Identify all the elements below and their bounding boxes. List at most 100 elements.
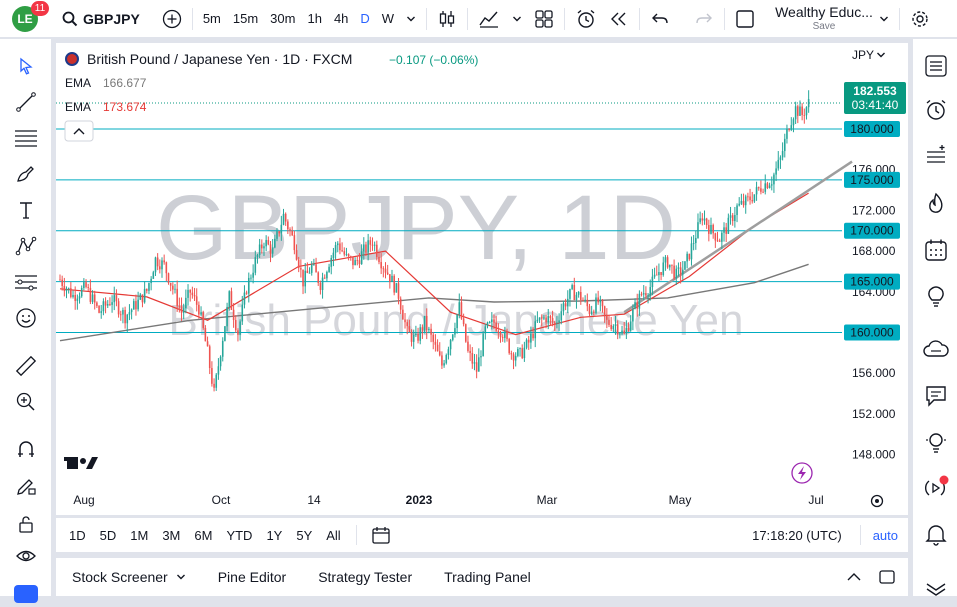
save-label: Save: [812, 20, 836, 32]
text-tool-button[interactable]: [11, 195, 41, 225]
axis-settings-button[interactable]: [870, 494, 884, 508]
tab-strategy-tester[interactable]: Strategy Tester: [302, 569, 428, 585]
user-avatar[interactable]: LE 11: [0, 0, 56, 38]
hide-drawings-button[interactable]: [11, 541, 41, 571]
range-5d[interactable]: 5D: [99, 527, 117, 543]
lightning-button[interactable]: [791, 462, 813, 484]
tips-button[interactable]: [921, 427, 951, 457]
candle-body: [180, 306, 183, 313]
collapse-panel-button[interactable]: [836, 569, 872, 585]
ema2-label[interactable]: EMA: [65, 100, 91, 114]
range-1y[interactable]: 1Y: [266, 527, 283, 543]
compare-symbol-button[interactable]: [156, 5, 188, 33]
replay-button[interactable]: [603, 5, 635, 33]
cursor-tool-button[interactable]: [11, 51, 41, 81]
watchlist-button[interactable]: [921, 51, 951, 81]
price-chart[interactable]: GBPJPY, 1D British Pound / Japanese Yen …: [56, 43, 908, 515]
bar-countdown: 03:41:40: [852, 98, 899, 112]
time-axis[interactable]: Aug Oct 14 2023 Mar May Jul: [73, 493, 823, 507]
layout-menu-button[interactable]: [873, 5, 895, 33]
layout-save-checkbox[interactable]: [729, 5, 761, 33]
redo-button[interactable]: [688, 5, 720, 33]
magnet-tool-button[interactable]: [11, 435, 41, 465]
interval-1h[interactable]: 1h: [307, 11, 322, 26]
streams-button[interactable]: [921, 335, 951, 365]
indicators-dropdown-button[interactable]: [506, 5, 528, 33]
ideas-button[interactable]: [921, 281, 951, 311]
undo-button[interactable]: [644, 5, 676, 33]
interval-4h[interactable]: 4h: [333, 11, 349, 26]
candle-body: [302, 269, 304, 287]
notifications-button[interactable]: [921, 519, 951, 549]
trendline[interactable]: [623, 160, 853, 314]
symbol-search-button[interactable]: GBPJPY: [56, 5, 146, 33]
auto-scale-button[interactable]: auto: [872, 527, 898, 543]
trend-line-icon: [16, 92, 36, 112]
interval-15m[interactable]: 15m: [232, 11, 259, 26]
object-tree-button[interactable]: [11, 577, 41, 607]
interval-30m[interactable]: 30m: [270, 11, 296, 26]
zoom-tool-button[interactable]: [11, 387, 41, 417]
bell-icon: [925, 525, 947, 546]
tradingview-logo[interactable]: [64, 457, 98, 469]
maximize-panel-button[interactable]: [872, 568, 908, 586]
chart-type-button[interactable]: [431, 5, 463, 33]
data-window-button[interactable]: [921, 141, 951, 171]
price-axis[interactable]: 184.000180.000176.000172.000168.000164.0…: [844, 81, 900, 462]
candle-body: [271, 247, 274, 254]
date-range-button[interactable]: [365, 525, 397, 545]
alert-button[interactable]: [569, 5, 603, 33]
alerts-button[interactable]: [921, 95, 951, 125]
candle-body: [167, 273, 170, 283]
interval-w[interactable]: W: [381, 11, 395, 26]
trend-line-tool-button[interactable]: [11, 87, 41, 117]
range-3m[interactable]: 3M: [162, 527, 181, 543]
measure-tool-button[interactable]: [11, 351, 41, 381]
interval-d[interactable]: D: [360, 11, 370, 26]
broadcast-button[interactable]: [921, 473, 951, 503]
hotlists-button[interactable]: [921, 189, 951, 219]
tab-stock-screener[interactable]: Stock Screener: [56, 569, 202, 585]
interval-5m[interactable]: 5m: [202, 11, 221, 26]
range-1d[interactable]: 1D: [69, 527, 86, 543]
tab-trading-panel[interactable]: Trading Panel: [428, 569, 547, 585]
emoji-tool-button[interactable]: [11, 303, 41, 333]
candle-body: [217, 366, 220, 375]
ema1-label[interactable]: EMA: [65, 76, 91, 90]
range-all[interactable]: All: [326, 527, 341, 543]
candle-body: [525, 339, 528, 348]
chart-pane[interactable]: GBPJPY, 1D British Pound / Japanese Yen …: [56, 43, 908, 515]
candle-body: [764, 183, 767, 192]
pattern-tool-button[interactable]: [11, 231, 41, 261]
chats-button[interactable]: [921, 381, 951, 411]
tab-pine-editor[interactable]: Pine Editor: [202, 569, 302, 585]
brush-tool-button[interactable]: [11, 159, 41, 189]
candle-body: [538, 317, 541, 320]
collapse-legend-button[interactable]: [64, 120, 94, 142]
range-6m[interactable]: 6M: [194, 527, 213, 543]
more-apps-button[interactable]: [921, 573, 951, 603]
range-1m[interactable]: 1M: [130, 527, 149, 543]
chat-icon: [926, 386, 946, 407]
utc-clock[interactable]: 17:18:20 (UTC): [752, 527, 842, 543]
draw-mode-button[interactable]: [11, 471, 41, 501]
layout-button[interactable]: [528, 5, 560, 33]
layout-name-button[interactable]: Wealthy Educ... Save: [775, 4, 873, 32]
lock-drawings-button[interactable]: [11, 509, 41, 539]
forecast-tool-button[interactable]: [11, 267, 41, 297]
candle-body: [556, 322, 558, 324]
indicators-button[interactable]: [472, 5, 506, 33]
candle-body: [386, 272, 389, 275]
fib-tool-button[interactable]: [11, 123, 41, 153]
interval-dropdown-button[interactable]: [400, 5, 422, 33]
calendar-button[interactable]: [921, 235, 951, 265]
settings-button[interactable]: [904, 5, 936, 33]
legend-title[interactable]: British Pound / Japanese Yen · 1D · FXCM: [87, 51, 352, 67]
range-5y[interactable]: 5Y: [296, 527, 313, 543]
candle-body: [775, 168, 777, 175]
range-ytd[interactable]: YTD: [226, 527, 253, 543]
add-circle-icon: [162, 9, 181, 28]
currency-label[interactable]: JPY: [852, 48, 874, 62]
candle-body: [226, 306, 228, 327]
candle-body: [61, 279, 63, 286]
